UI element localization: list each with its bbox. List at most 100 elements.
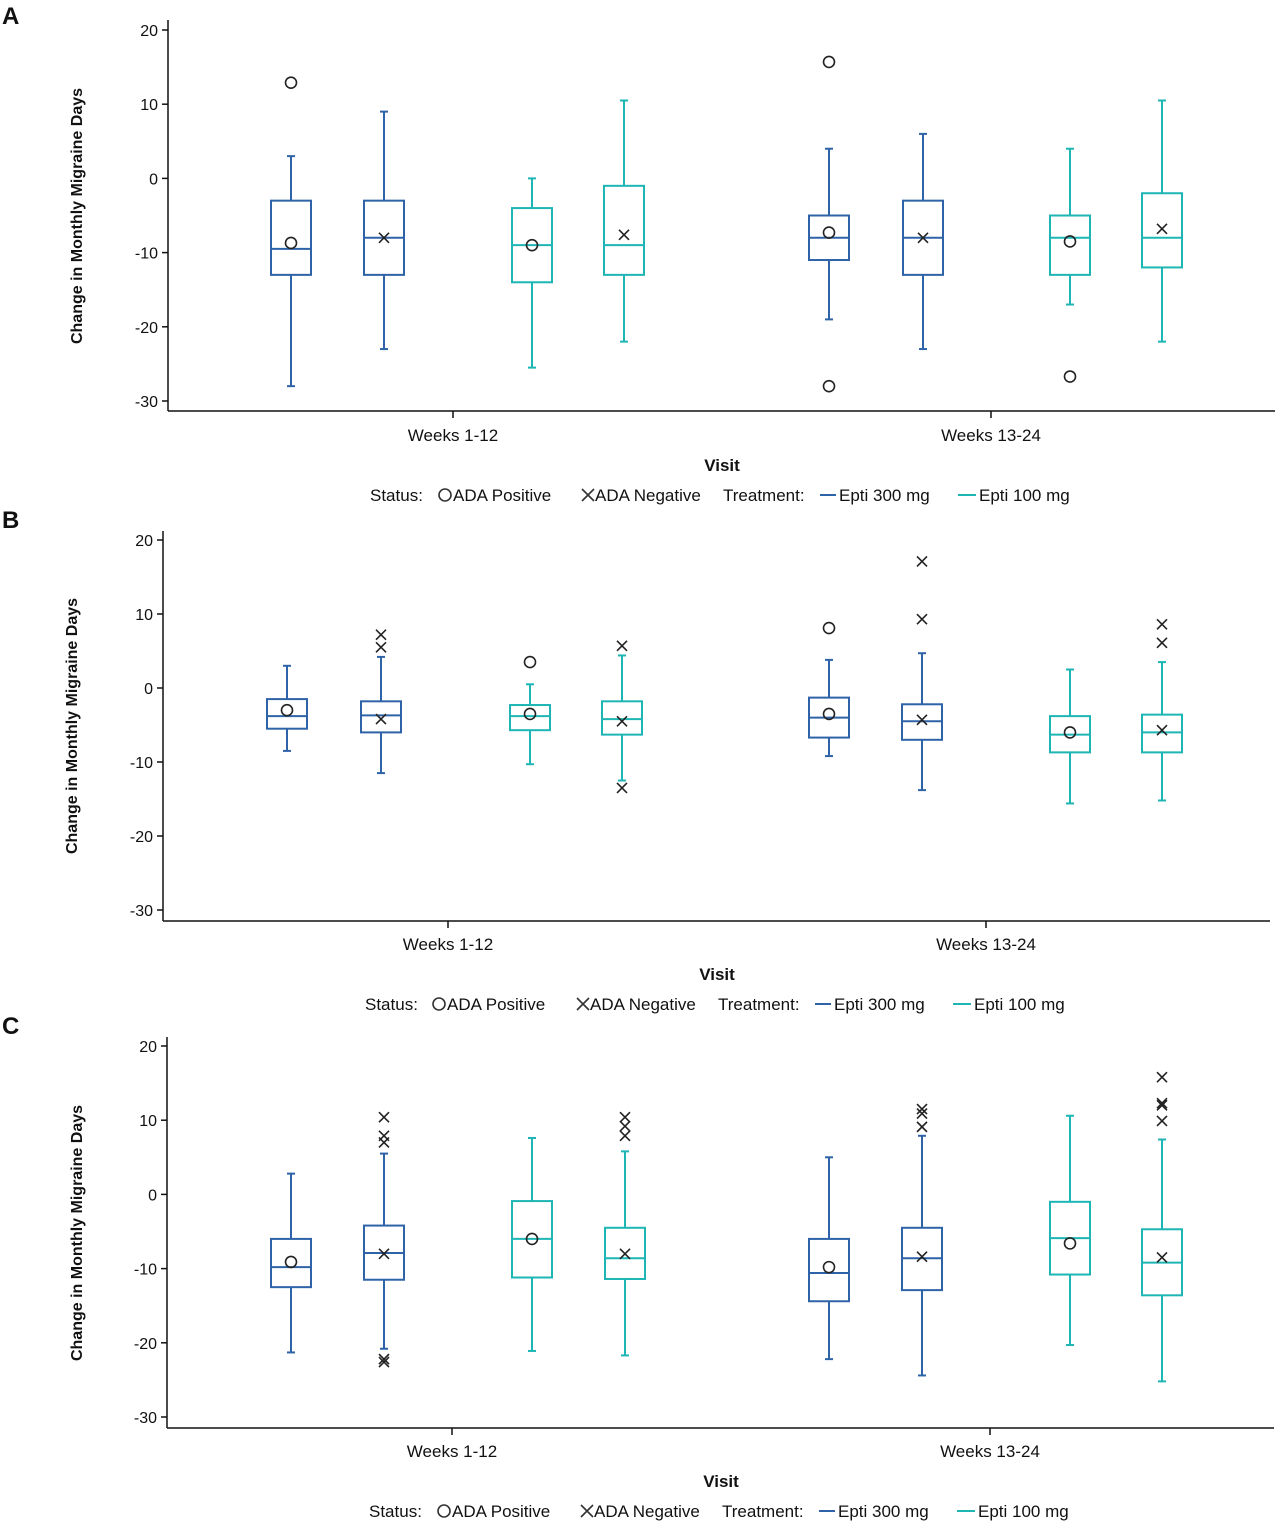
box-plot [511, 177, 553, 369]
legend-treatment-label: Treatment: [722, 1502, 804, 1521]
outlier-marker [619, 1111, 631, 1123]
iqr-box [604, 1226, 646, 1280]
box-plot [270, 1172, 312, 1354]
box-series [266, 555, 1183, 805]
outlier-marker [822, 621, 836, 635]
iqr-box [603, 184, 645, 276]
legend-epti100: Epti 100 mg [974, 995, 1065, 1014]
mean-marker [525, 238, 539, 252]
panel-c: C Change in Monthly Migraine Days 20 10 0 -… [2, 1013, 1274, 1521]
iqr-box [266, 698, 308, 730]
box-plot [266, 664, 308, 752]
iqr-box [509, 704, 551, 732]
y-tick-label: -10 [134, 1262, 157, 1279]
x-tick-label: Weeks 13-24 [940, 1442, 1040, 1461]
x-tick-label: Weeks 1-12 [403, 935, 493, 954]
mean-marker [280, 703, 294, 717]
box-plot [1141, 1071, 1183, 1383]
x-tick-label: Weeks 1-12 [407, 1442, 497, 1461]
outlier-marker [916, 1121, 928, 1133]
outlier-marker [375, 629, 387, 641]
mean-marker [1156, 724, 1168, 736]
outlier-marker [1156, 1071, 1168, 1083]
box-plot [511, 1137, 553, 1352]
outlier-marker [284, 76, 298, 89]
y-tick-label: -30 [135, 394, 158, 411]
y-axis: 20 10 0 -10 -20 -30 [135, 23, 168, 411]
outlier-marker [1156, 637, 1168, 649]
iqr-box [1141, 192, 1183, 269]
mean-marker [525, 1232, 539, 1246]
iqr-box [270, 1237, 312, 1289]
panel-b: B Change in Monthly Migraine Days 20 10 0 -… [2, 507, 1270, 1014]
box-plot [901, 1103, 943, 1377]
outlier-marker [822, 55, 836, 69]
mean-marker [1063, 726, 1077, 739]
legend-epti300: Epti 300 mg [839, 486, 930, 505]
y-tick-label: -20 [130, 829, 153, 846]
mean-marker [1063, 235, 1077, 248]
outlier-marker [378, 1136, 390, 1149]
panel-a: A Change in Monthly Migraine Days 20 10 0 -… [2, 3, 1275, 505]
box-plot [808, 1156, 850, 1361]
mean-marker [822, 1260, 836, 1274]
y-tick-label: 0 [144, 681, 153, 698]
outlier-marker [378, 1111, 390, 1123]
mean-marker [1156, 1251, 1168, 1264]
legend-ada-negative: ADA Negative [594, 1502, 700, 1521]
y-tick-label: 10 [135, 607, 153, 624]
y-tick-label: -20 [135, 320, 158, 337]
legend-status-label: Status: [369, 1502, 422, 1521]
y-axis: 20 10 0 -10 -20 -30 [130, 533, 163, 920]
y-tick-label: -10 [130, 755, 153, 772]
outlier-marker [523, 655, 537, 669]
y-tick-label: -20 [134, 1336, 157, 1353]
panel-label: C [2, 1013, 19, 1040]
y-tick-label: 0 [149, 171, 158, 188]
y-tick-label: 20 [135, 533, 153, 550]
outlier-marker [1156, 1099, 1168, 1111]
legend-circle-icon [438, 488, 452, 502]
legend: Status: ADA Positive ADA Negative Treatm… [365, 995, 1065, 1014]
outlier-marker [822, 379, 836, 393]
outlier-marker [619, 1120, 631, 1132]
legend-ada-positive: ADA Positive [452, 1502, 550, 1521]
box-plot [360, 629, 402, 775]
panel-label: A [2, 3, 19, 30]
outlier-marker [1156, 1097, 1168, 1109]
box-plot [1049, 1114, 1091, 1347]
legend-x-icon [581, 488, 595, 502]
y-tick-label: 10 [139, 1113, 157, 1130]
legend-circle-icon [432, 997, 446, 1011]
box-plot [601, 640, 643, 794]
legend-ada-negative: ADA Negative [595, 486, 701, 505]
y-axis: 20 10 0 -10 -20 -30 [134, 1039, 167, 1427]
mean-marker [916, 714, 928, 726]
mean-marker [375, 713, 387, 725]
box-plot [808, 55, 850, 393]
legend-epti300: Epti 300 mg [834, 995, 925, 1014]
x-tick-label: Weeks 13-24 [941, 426, 1041, 445]
box-plot [1141, 618, 1183, 802]
mean-marker [1156, 223, 1168, 235]
legend-x-icon [580, 1504, 594, 1518]
outlier-marker [916, 613, 928, 625]
outlier-marker [375, 641, 387, 653]
legend-treatment-label: Treatment: [723, 486, 805, 505]
mean-marker [822, 707, 836, 721]
x-axis-title: Visit [699, 965, 735, 984]
mean-marker [1063, 1237, 1077, 1250]
mean-marker [917, 232, 929, 244]
outlier-marker [1156, 1115, 1168, 1127]
y-tick-label: -30 [134, 1410, 157, 1427]
box-series [270, 1071, 1183, 1383]
panel-label: B [2, 507, 19, 534]
legend-ada-positive: ADA Positive [453, 486, 551, 505]
iqr-box [270, 199, 312, 276]
outlier-marker [916, 1107, 928, 1120]
iqr-box [601, 700, 643, 736]
outlier-marker [916, 1103, 928, 1115]
box-plot [902, 132, 944, 351]
iqr-box [808, 1237, 850, 1303]
